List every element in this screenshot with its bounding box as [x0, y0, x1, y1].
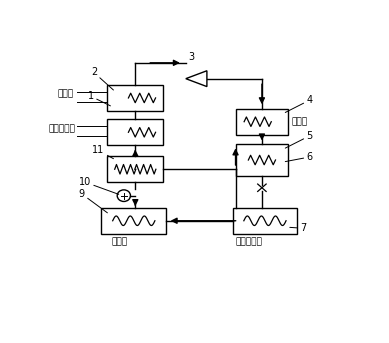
- Bar: [107, 156, 163, 182]
- Text: 冷却水: 冷却水: [291, 117, 307, 126]
- Bar: [233, 208, 297, 234]
- Text: 1: 1: [88, 91, 110, 106]
- Text: 9: 9: [79, 189, 107, 213]
- Text: 低品位废热: 低品位废热: [49, 124, 75, 133]
- Text: 2: 2: [91, 68, 114, 90]
- Text: 7: 7: [290, 223, 307, 233]
- Bar: [235, 108, 288, 135]
- Text: 冷却水: 冷却水: [111, 237, 127, 247]
- Text: 4: 4: [285, 95, 312, 113]
- Bar: [107, 119, 163, 145]
- Text: 低温冷冻水: 低温冷冻水: [236, 237, 263, 247]
- Bar: [235, 144, 288, 176]
- Polygon shape: [186, 71, 207, 86]
- Text: 10: 10: [79, 177, 119, 194]
- Text: 11: 11: [92, 145, 114, 159]
- Text: 5: 5: [285, 131, 313, 148]
- Text: 6: 6: [285, 152, 312, 162]
- Bar: [102, 208, 166, 234]
- Text: 冷却水: 冷却水: [58, 90, 74, 99]
- Text: 3: 3: [189, 52, 195, 62]
- Bar: [107, 85, 163, 111]
